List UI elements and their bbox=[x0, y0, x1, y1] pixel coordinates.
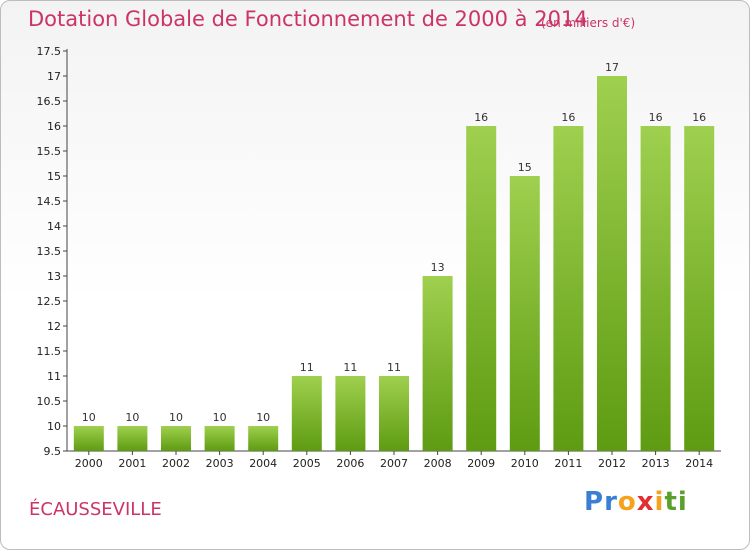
logo-letter: i bbox=[654, 487, 665, 517]
bar-value-label: 11 bbox=[387, 361, 401, 374]
y-tick-label: 12.5 bbox=[37, 295, 62, 308]
x-tick-label: 2002 bbox=[162, 457, 190, 470]
x-tick-label: 2012 bbox=[598, 457, 626, 470]
logo-letter: t bbox=[664, 487, 678, 517]
x-tick-label: 2001 bbox=[118, 457, 146, 470]
x-tick-label: 2008 bbox=[424, 457, 452, 470]
chart-axes: 9.5 10 10.5 11 11.5 12 12.5 13 13.5 14 14.5 15 15.5 1… bbox=[37, 45, 721, 470]
bar-value-label: 16 bbox=[474, 111, 488, 124]
bar-value-label: 11 bbox=[300, 361, 314, 374]
y-tick-label: 15.5 bbox=[37, 145, 62, 158]
bar-value-label: 16 bbox=[692, 111, 706, 124]
bar-value-label: 10 bbox=[125, 411, 139, 424]
bar-value-label: 10 bbox=[82, 411, 96, 424]
y-tick-label: 12 bbox=[47, 320, 61, 333]
bar-value-label: 15 bbox=[518, 161, 532, 174]
logo-letter: i bbox=[677, 487, 688, 517]
y-tick-label: 11 bbox=[47, 370, 61, 383]
bar-value-label: 17 bbox=[605, 61, 619, 74]
chart-title: Dotation Globale de Fonctionnement de 20… bbox=[28, 7, 588, 31]
x-tick-label: 2013 bbox=[642, 457, 670, 470]
bar-value-label: 10 bbox=[256, 411, 270, 424]
bar bbox=[204, 426, 235, 451]
bar bbox=[640, 126, 671, 451]
bar bbox=[335, 376, 366, 451]
bar bbox=[291, 376, 322, 451]
x-tick-label: 2003 bbox=[206, 457, 234, 470]
x-tick-label: 2005 bbox=[293, 457, 321, 470]
bar-value-label: 16 bbox=[561, 111, 575, 124]
proxiti-logo: Proxiti bbox=[584, 487, 688, 517]
logo-letter: o bbox=[617, 487, 637, 517]
bar bbox=[161, 426, 191, 451]
logo-letter: x bbox=[636, 487, 655, 517]
x-tick-label: 2011 bbox=[554, 457, 582, 470]
chart-bars: 10 10 10 10 10 11 11 11 13 16 15 16 17 16 16 bbox=[73, 61, 715, 451]
y-tick-label: 10.5 bbox=[37, 395, 62, 408]
bar bbox=[553, 126, 584, 451]
bar bbox=[117, 426, 148, 451]
bar-value-label: 11 bbox=[343, 361, 357, 374]
y-tick-label: 15 bbox=[47, 170, 61, 183]
y-tick-label: 16 bbox=[47, 120, 61, 133]
bar bbox=[684, 126, 715, 451]
bar bbox=[248, 426, 279, 451]
x-tick-label: 2010 bbox=[511, 457, 539, 470]
commune-name: ÉCAUSSEVILLE bbox=[29, 499, 162, 520]
y-tick-label: 13 bbox=[47, 270, 61, 283]
y-tick-label: 17 bbox=[47, 70, 61, 83]
bar bbox=[597, 76, 627, 451]
bar-value-label: 10 bbox=[213, 411, 227, 424]
logo-letter: r bbox=[604, 487, 618, 517]
x-tick-label: 2007 bbox=[380, 457, 408, 470]
logo-letter: P bbox=[584, 487, 605, 517]
y-tick-label: 17.5 bbox=[37, 45, 62, 58]
y-tick-label: 10 bbox=[47, 420, 61, 433]
bar-value-label: 13 bbox=[431, 261, 445, 274]
x-tick-label: 2004 bbox=[249, 457, 277, 470]
bar bbox=[73, 426, 104, 451]
x-tick-label: 2006 bbox=[336, 457, 364, 470]
bar bbox=[379, 376, 409, 451]
bar bbox=[509, 176, 540, 451]
x-tick-label: 2000 bbox=[75, 457, 103, 470]
bar bbox=[466, 126, 497, 451]
x-tick-label: 2014 bbox=[685, 457, 713, 470]
bar-value-label: 16 bbox=[649, 111, 663, 124]
chart-unit: (en milliers d'€) bbox=[541, 16, 636, 30]
bar-value-label: 10 bbox=[169, 411, 183, 424]
y-tick-label: 9.5 bbox=[44, 445, 62, 458]
y-tick-label: 13.5 bbox=[37, 245, 62, 258]
y-tick-label: 14 bbox=[47, 220, 61, 233]
y-tick-label: 16.5 bbox=[37, 95, 62, 108]
x-tick-label: 2009 bbox=[467, 457, 495, 470]
y-tick-label: 14.5 bbox=[37, 195, 62, 208]
y-tick-label: 11.5 bbox=[37, 345, 62, 358]
bar bbox=[422, 276, 453, 451]
